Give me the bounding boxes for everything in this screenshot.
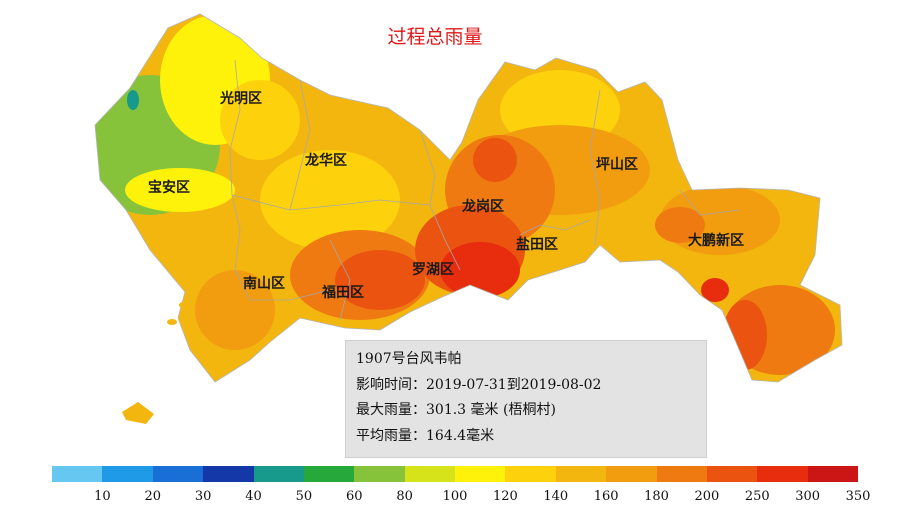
info-panel: 1907号台风韦帕 影响时间：2019-07-31到2019-08-02 最大雨… bbox=[345, 340, 707, 458]
legend-tick-label: 140 bbox=[543, 489, 569, 504]
legend-tick-label: 350 bbox=[845, 489, 871, 504]
legend-tick-label: 50 bbox=[295, 489, 313, 504]
district-label-futian: 福田区 bbox=[322, 285, 364, 301]
legend-tick-label: 80 bbox=[396, 489, 413, 504]
district-label-pingshan: 坪山区 bbox=[596, 157, 638, 173]
legend-swatch bbox=[555, 466, 607, 482]
legend-tick-label: 300 bbox=[795, 489, 821, 504]
legend-tick-label: 10 bbox=[94, 489, 111, 504]
legend-swatch bbox=[102, 466, 153, 482]
district-label-luohu: 罗湖区 bbox=[412, 262, 454, 278]
legend-tick-label: 100 bbox=[442, 489, 468, 504]
legend-tick-label: 180 bbox=[644, 489, 669, 504]
legend-swatch bbox=[757, 466, 808, 482]
district-label-longhua: 龙华区 bbox=[305, 153, 347, 169]
legend-swatch bbox=[203, 466, 254, 482]
legend-tick-label: 20 bbox=[144, 489, 162, 504]
legend-swatch bbox=[706, 466, 758, 482]
district-label-dapeng: 大鹏新区 bbox=[688, 233, 744, 249]
district-label-yantian: 盐田区 bbox=[516, 237, 558, 253]
legend-swatch bbox=[253, 466, 304, 482]
legend-swatch bbox=[455, 466, 506, 482]
average-rainfall: 平均雨量：164.4毫米 bbox=[356, 427, 495, 444]
legend-tick-label: 60 bbox=[345, 489, 363, 504]
max-rainfall: 最大雨量：301.3 毫米 (梧桐村) bbox=[356, 402, 556, 418]
legend-swatch bbox=[606, 466, 657, 482]
district-borders bbox=[229, 59, 741, 321]
legend-tick-label: 160 bbox=[593, 489, 619, 504]
legend-swatch bbox=[354, 466, 405, 482]
district-label-nanshan: 南山区 bbox=[243, 276, 285, 292]
legend-swatch bbox=[152, 466, 204, 482]
legend-swatch bbox=[505, 466, 556, 482]
legend-swatch bbox=[807, 466, 858, 482]
legend-tick-label: 120 bbox=[492, 489, 518, 504]
district-label-baoan: 宝安区 bbox=[148, 180, 190, 196]
legend-swatch bbox=[303, 466, 355, 482]
legend-color-bar bbox=[52, 466, 858, 482]
district-label-longgang: 龙岗区 bbox=[462, 199, 504, 215]
islands bbox=[167, 302, 187, 325]
coastline bbox=[94, 13, 843, 383]
impact-time: 影响时间：2019-07-31到2019-08-02 bbox=[356, 376, 602, 393]
legend-swatch bbox=[656, 466, 707, 482]
legend-tick-label: 40 bbox=[245, 489, 262, 504]
legend-tick-label: 250 bbox=[744, 489, 770, 504]
district-label-guangming: 光明区 bbox=[220, 91, 262, 107]
legend-tick-label: 30 bbox=[194, 489, 212, 504]
map-title: 过程总雨量 bbox=[387, 26, 483, 48]
legend-swatch bbox=[404, 466, 455, 482]
legend-tick-label: 200 bbox=[694, 489, 720, 504]
legend-swatch bbox=[52, 466, 103, 482]
typhoon-name: 1907号台风韦帕 bbox=[356, 351, 462, 367]
